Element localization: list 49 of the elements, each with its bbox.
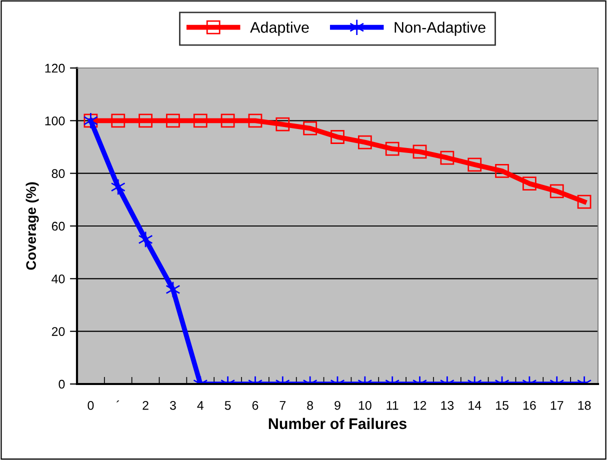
x-tick-label: 15 — [496, 401, 508, 410]
point — [522, 176, 536, 191]
x-tick-label: 16 — [523, 400, 536, 410]
x-tick-label: 3 — [170, 400, 176, 410]
x-tick-label: 8 — [307, 400, 314, 410]
x-tick-label: 2 — [142, 400, 148, 410]
x-tick-label: 17 — [550, 401, 564, 410]
x-tick-label: 0 — [88, 400, 94, 410]
point — [138, 114, 152, 128]
legend-label: Adaptive — [250, 22, 309, 36]
point — [385, 142, 400, 156]
point — [111, 114, 126, 128]
y-tick-label: 0 — [58, 380, 65, 389]
x-tick-label: 14 — [468, 401, 482, 410]
y-axis-title: Coverage (%) — [26, 182, 39, 270]
y-tick-label: 20 — [52, 327, 65, 336]
point — [577, 194, 592, 209]
x-tick-label: 5 — [224, 401, 231, 410]
x-tick-label: 10 — [358, 400, 372, 410]
y-tick-label: 120 — [45, 64, 65, 73]
point — [248, 114, 262, 128]
x-axis-title: Number of Failures — [268, 418, 406, 430]
x-tick-label: 11 — [386, 401, 398, 410]
point — [220, 114, 235, 128]
x-tick-label: 13 — [441, 400, 454, 410]
point — [550, 184, 564, 198]
y-tick-label: 60 — [52, 222, 65, 231]
point — [110, 178, 126, 196]
point — [303, 121, 318, 136]
point — [468, 158, 482, 172]
y-tick-label: 100 — [45, 116, 65, 126]
point — [358, 135, 372, 150]
x-tick-label: 9 — [334, 400, 340, 410]
point — [440, 150, 454, 165]
x-tick-label: ´ — [116, 400, 120, 402]
x-tick-label: 12 — [414, 400, 426, 410]
x-tick-label: 18 — [578, 400, 591, 410]
x-tick-label: 6 — [252, 400, 258, 410]
y-tick-label: 80 — [52, 169, 65, 178]
x-tick-label: 7 — [280, 401, 286, 410]
point — [193, 114, 208, 128]
point — [495, 164, 509, 178]
point — [276, 117, 290, 132]
legend-label: Non-Adaptive — [394, 22, 486, 36]
point — [412, 144, 427, 159]
y-tick-label: 40 — [52, 274, 65, 284]
point — [330, 130, 344, 144]
x-tick-label: 4 — [197, 401, 204, 410]
point — [166, 114, 180, 128]
